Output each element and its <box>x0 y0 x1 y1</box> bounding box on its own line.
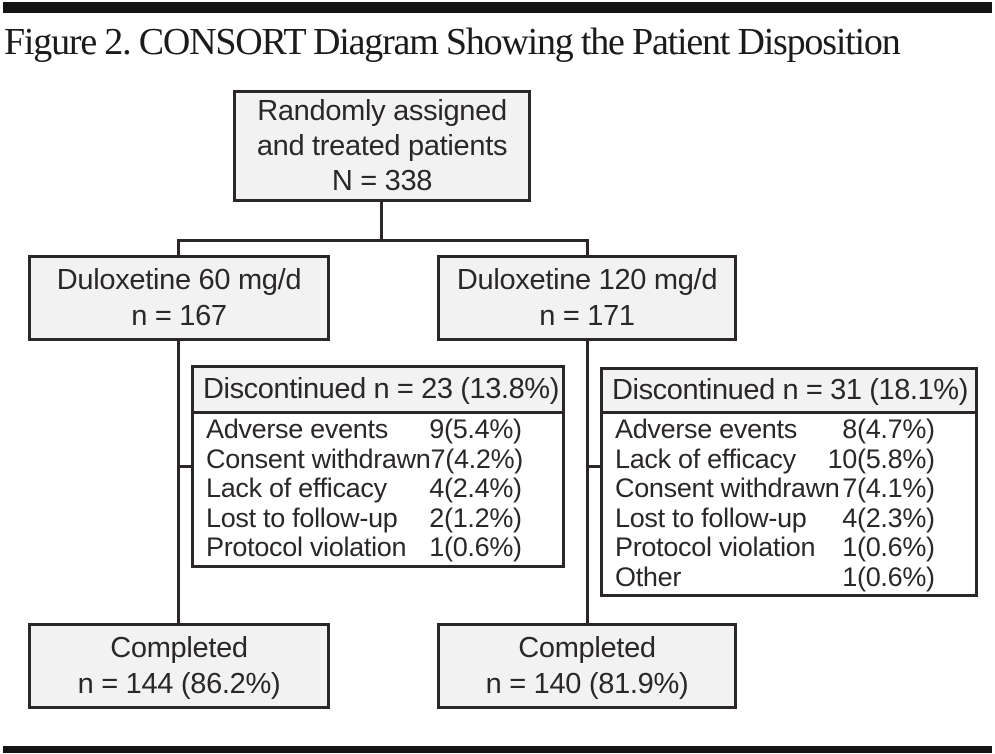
arm-box-duloxetine-60: Duloxetine 60 mg/d n = 167 <box>28 255 330 341</box>
completed-box-120: Completed n = 140 (81.9%) <box>437 623 737 709</box>
reason-row: Consent withdrawn 7 (4.2%) <box>206 443 523 475</box>
connector-drop-right <box>586 239 589 256</box>
top-rule <box>3 2 992 13</box>
enrollment-box: Randomly assigned and treated patients N… <box>233 90 531 202</box>
reason-row: Lost to follow-up 4 (2.3%) <box>615 502 935 534</box>
reason-label: Consent withdrawn <box>206 443 431 474</box>
reason-row: Other 1 (0.6%) <box>615 561 935 593</box>
connector-split-bar <box>177 239 589 242</box>
arm-box-duloxetine-120: Duloxetine 120 mg/d n = 171 <box>437 255 737 341</box>
reason-label: Lack of efficacy <box>615 443 796 474</box>
reason-label: Adverse events <box>206 414 388 445</box>
reason-label: Protocol violation <box>206 532 407 563</box>
reason-row: Lack of efficacy 10 (5.8%) <box>615 443 935 475</box>
reason-label: Consent withdrawn <box>615 473 840 503</box>
reason-row: Protocol violation 1 (0.6%) <box>206 532 522 563</box>
completed-box-60: Completed n = 144 (86.2%) <box>28 623 330 709</box>
bottom-rule <box>3 746 992 753</box>
reason-count: 8 <box>842 414 857 444</box>
reason-label: Adverse events <box>615 414 797 444</box>
reason-pct: (4.7%) <box>857 414 935 444</box>
reason-pct: (5.8%) <box>857 443 935 474</box>
enrollment-count: N = 338 <box>331 164 433 197</box>
arm-count: n = 171 <box>539 300 635 332</box>
reason-count: 7 <box>430 443 446 474</box>
reason-count: 7 <box>842 473 857 503</box>
discontinued-header: Discontinued n = 31 (18.1%) <box>603 370 975 414</box>
reason-pct: (0.6%) <box>857 561 935 592</box>
reason-label: Lack of efficacy <box>206 473 387 504</box>
reason-row: Consent withdrawn 7 (4.1%) <box>615 473 935 504</box>
reason-count: 2 <box>429 502 444 533</box>
reason-pct: (1.2%) <box>444 502 522 533</box>
reason-row: Lack of efficacy 4 (2.4%) <box>206 473 522 504</box>
connector-drop-left <box>177 239 180 256</box>
reason-pct: (0.6%) <box>857 532 935 562</box>
completed-label: Completed <box>110 632 248 664</box>
reason-row: Protocol violation 1 (0.6%) <box>615 532 935 563</box>
connector-vline-left <box>177 340 180 624</box>
connector-stub-left <box>177 465 193 468</box>
reason-pct: (2.3%) <box>857 502 935 533</box>
arm-count: n = 167 <box>131 300 227 332</box>
reason-pct: (0.6%) <box>444 532 522 563</box>
reason-pct: (2.4%) <box>444 473 522 504</box>
reason-label: Lost to follow-up <box>615 502 807 533</box>
reason-label: Lost to follow-up <box>206 502 398 533</box>
figure-title: Figure 2. CONSORT Diagram Showing the Pa… <box>4 21 901 63</box>
completed-count: n = 140 (81.9%) <box>485 668 689 700</box>
reason-pct: (5.4%) <box>444 414 522 445</box>
connector-stem-top <box>380 202 383 242</box>
connector-stub-right <box>586 465 602 468</box>
reason-row: Lost to follow-up 2 (1.2%) <box>206 502 522 534</box>
reason-count: 9 <box>429 414 444 445</box>
discontinued-header: Discontinued n = 23 (13.8%) <box>194 368 562 414</box>
reason-count: 1 <box>842 561 857 592</box>
arm-name: Duloxetine 60 mg/d <box>56 264 302 296</box>
discontinued-box-120: Discontinued n = 31 (18.1%) Adverse even… <box>600 367 978 597</box>
reason-row: Adverse events 8 (4.7%) <box>615 414 935 445</box>
completed-count: n = 144 (86.2%) <box>77 668 281 700</box>
enrollment-line-2: and treated patients <box>256 129 508 162</box>
connector-vline-right <box>586 340 589 624</box>
reason-count: 4 <box>842 502 857 533</box>
reason-count: 10 <box>827 443 858 474</box>
discontinued-box-60: Discontinued n = 23 (13.8%) Adverse even… <box>191 365 565 568</box>
reason-label: Other <box>615 561 682 592</box>
completed-label: Completed <box>518 632 656 664</box>
reason-pct: (4.2%) <box>445 443 523 474</box>
discontinued-reasons: Adverse events 8 (4.7%) Lack of efficacy… <box>603 414 975 594</box>
reason-row: Adverse events 9 (5.4%) <box>206 414 522 445</box>
arm-name: Duloxetine 120 mg/d <box>456 264 718 296</box>
reason-count: 1 <box>429 532 444 563</box>
discontinued-reasons: Adverse events 9 (5.4%) Consent withdraw… <box>194 414 562 565</box>
reason-pct: (4.1%) <box>857 473 935 503</box>
reason-count: 1 <box>842 532 857 562</box>
enrollment-line-1: Randomly assigned <box>257 94 507 127</box>
reason-count: 4 <box>429 473 444 504</box>
reason-label: Protocol violation <box>615 532 816 562</box>
